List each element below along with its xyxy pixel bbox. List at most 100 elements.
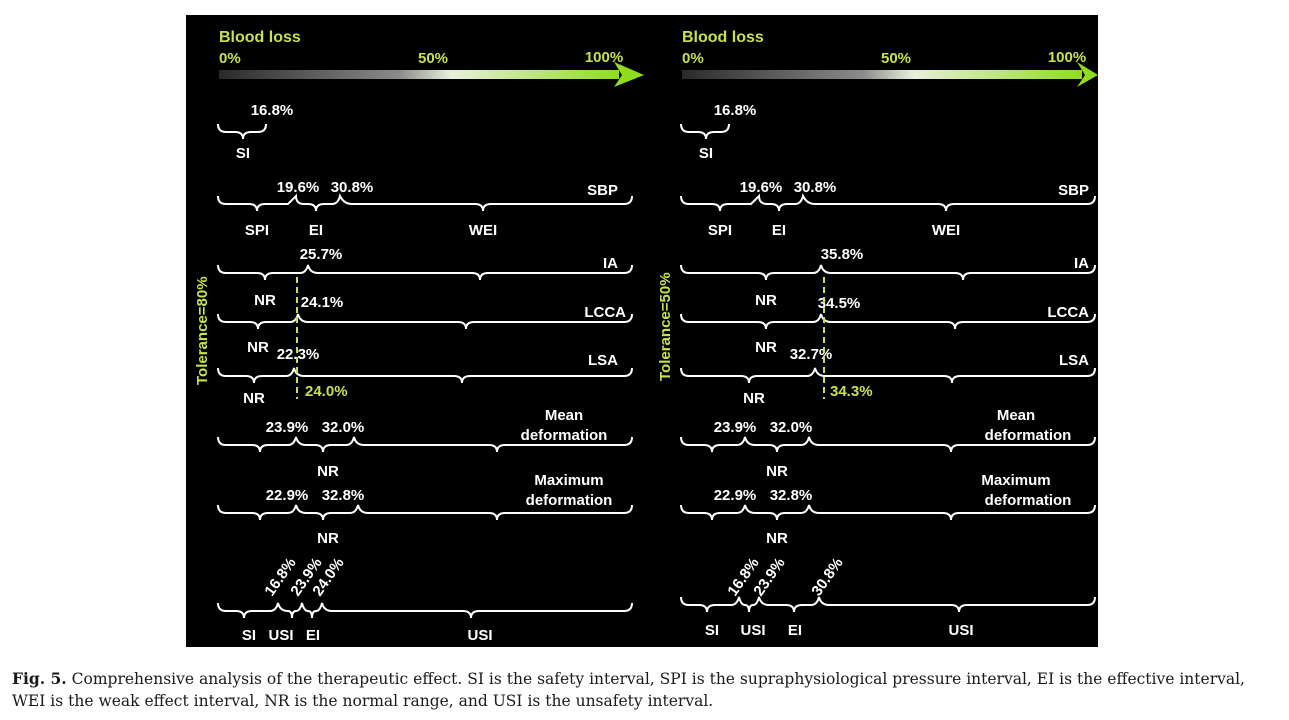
si-brace — [680, 123, 730, 140]
tick-50: 50% — [881, 50, 911, 67]
lcca-brace — [680, 313, 1096, 330]
sbp-pct-2: 30.8% — [331, 179, 374, 196]
caption-label: Fig. 5. — [12, 669, 67, 688]
mean-zone: NR — [317, 463, 339, 480]
figure-caption: Fig. 5. Comprehensive analysis of the th… — [12, 668, 1280, 712]
tolerance-label: Tolerance=50% — [657, 272, 674, 381]
usi-zone-usi-2: USI — [467, 627, 492, 644]
blood-loss-arrow-head — [614, 62, 644, 87]
max-brace — [680, 504, 1096, 521]
ia-zone: NR — [755, 292, 777, 309]
caption-text: Comprehensive analysis of the therapeuti… — [12, 670, 1245, 710]
lsa-threshold: 24.0% — [305, 383, 348, 400]
usi-zone-ei: EI — [788, 622, 802, 639]
usi-pct-3: 30.8% — [808, 555, 846, 600]
usi-zone-si: SI — [705, 622, 719, 639]
mean-pct-1: 23.9% — [266, 419, 309, 436]
sbp-zone-wei: WEI — [932, 222, 960, 239]
max-pct-2: 32.8% — [770, 487, 813, 504]
tolerance-label: Tolerance=80% — [194, 276, 211, 385]
lsa-zone: NR — [243, 390, 265, 407]
mean-brace — [680, 436, 1096, 453]
si-zone: SI — [699, 145, 713, 162]
tick-100: 100% — [585, 49, 623, 66]
max-pct-2: 32.8% — [322, 487, 365, 504]
max-label-1: Maximum — [534, 472, 603, 489]
lsa-threshold: 34.3% — [830, 383, 873, 400]
sbp-zone-spi: SPI — [245, 222, 269, 239]
ia-label: IA — [603, 255, 618, 272]
sbp-label: SBP — [587, 182, 618, 199]
mean-label-2: deformation — [985, 427, 1072, 444]
usi-zone-usi-1: USI — [740, 622, 765, 639]
max-brace — [217, 504, 633, 521]
ia-pct: 25.7% — [300, 246, 343, 263]
ia-zone: NR — [254, 292, 276, 309]
blood-loss-title: Blood loss — [219, 29, 301, 46]
blood-loss-arrow-shaft — [219, 70, 619, 79]
max-label-2: deformation — [985, 492, 1072, 509]
sbp-label: SBP — [1058, 182, 1089, 199]
mean-label-1: Mean — [545, 407, 583, 424]
ia-label: IA — [1074, 255, 1089, 272]
lsa-label: LSA — [1059, 352, 1089, 369]
sbp-zone-ei: EI — [309, 222, 323, 239]
panel-left: Blood loss 0% 50% 100% Tolerance=80% 16.… — [194, 29, 644, 644]
max-label-2: deformation — [526, 492, 613, 509]
si-brace — [217, 123, 267, 140]
usi-zone-ei: EI — [306, 627, 320, 644]
tick-0: 0% — [219, 50, 241, 67]
usi-zone-si: SI — [242, 627, 256, 644]
max-pct-1: 22.9% — [714, 487, 757, 504]
mean-label-1: Mean — [997, 407, 1035, 424]
mean-pct-2: 32.0% — [322, 419, 365, 436]
mean-pct-2: 32.0% — [770, 419, 813, 436]
lsa-pct: 32.7% — [790, 346, 833, 363]
lsa-brace — [680, 367, 1096, 384]
si-pct: 16.8% — [714, 102, 757, 119]
lsa-zone: NR — [743, 390, 765, 407]
sbp-pct-2: 30.8% — [794, 179, 837, 196]
blood-loss-arrow-shaft — [682, 70, 1082, 79]
figure-panel: Blood loss 0% 50% 100% Tolerance=80% 16.… — [186, 15, 1098, 647]
si-zone: SI — [236, 145, 250, 162]
blood-loss-title: Blood loss — [682, 29, 764, 46]
usi-brace — [680, 596, 1096, 613]
lcca-label: LCCA — [584, 304, 626, 321]
ia-pct: 35.8% — [821, 246, 864, 263]
sbp-brace — [217, 193, 633, 212]
sbp-zone-spi: SPI — [708, 222, 732, 239]
lcca-pct: 34.5% — [818, 295, 861, 312]
max-pct-1: 22.9% — [266, 487, 309, 504]
tick-0: 0% — [682, 50, 704, 67]
lsa-brace — [217, 367, 633, 384]
sbp-pct-1: 19.6% — [277, 179, 320, 196]
max-label-1: Maximum — [981, 472, 1050, 489]
max-zone: NR — [317, 530, 339, 547]
lcca-label: LCCA — [1047, 304, 1089, 321]
sbp-pct-1: 19.6% — [740, 179, 783, 196]
max-zone: NR — [766, 530, 788, 547]
mean-label-2: deformation — [521, 427, 608, 444]
ia-brace — [217, 264, 633, 281]
mean-brace — [217, 436, 633, 453]
lsa-pct: 22.3% — [277, 346, 320, 363]
usi-brace — [217, 602, 633, 619]
sbp-zone-wei: WEI — [469, 222, 497, 239]
tick-100: 100% — [1048, 49, 1086, 66]
blood-loss-arrow-head — [1077, 62, 1098, 87]
sbp-brace — [680, 193, 1096, 212]
lcca-pct: 24.1% — [301, 294, 344, 311]
lcca-zone: NR — [755, 339, 777, 356]
lcca-brace — [217, 313, 633, 330]
usi-zone-usi-2: USI — [948, 622, 973, 639]
panel-right: Blood loss 0% 50% 100% Tolerance=50% 16.… — [657, 29, 1098, 639]
lsa-label: LSA — [588, 352, 618, 369]
ia-brace — [680, 264, 1096, 281]
usi-zone-usi-1: USI — [268, 627, 293, 644]
mean-pct-1: 23.9% — [714, 419, 757, 436]
mean-zone: NR — [766, 463, 788, 480]
lcca-zone: NR — [247, 339, 269, 356]
sbp-zone-ei: EI — [772, 222, 786, 239]
si-pct: 16.8% — [251, 102, 294, 119]
